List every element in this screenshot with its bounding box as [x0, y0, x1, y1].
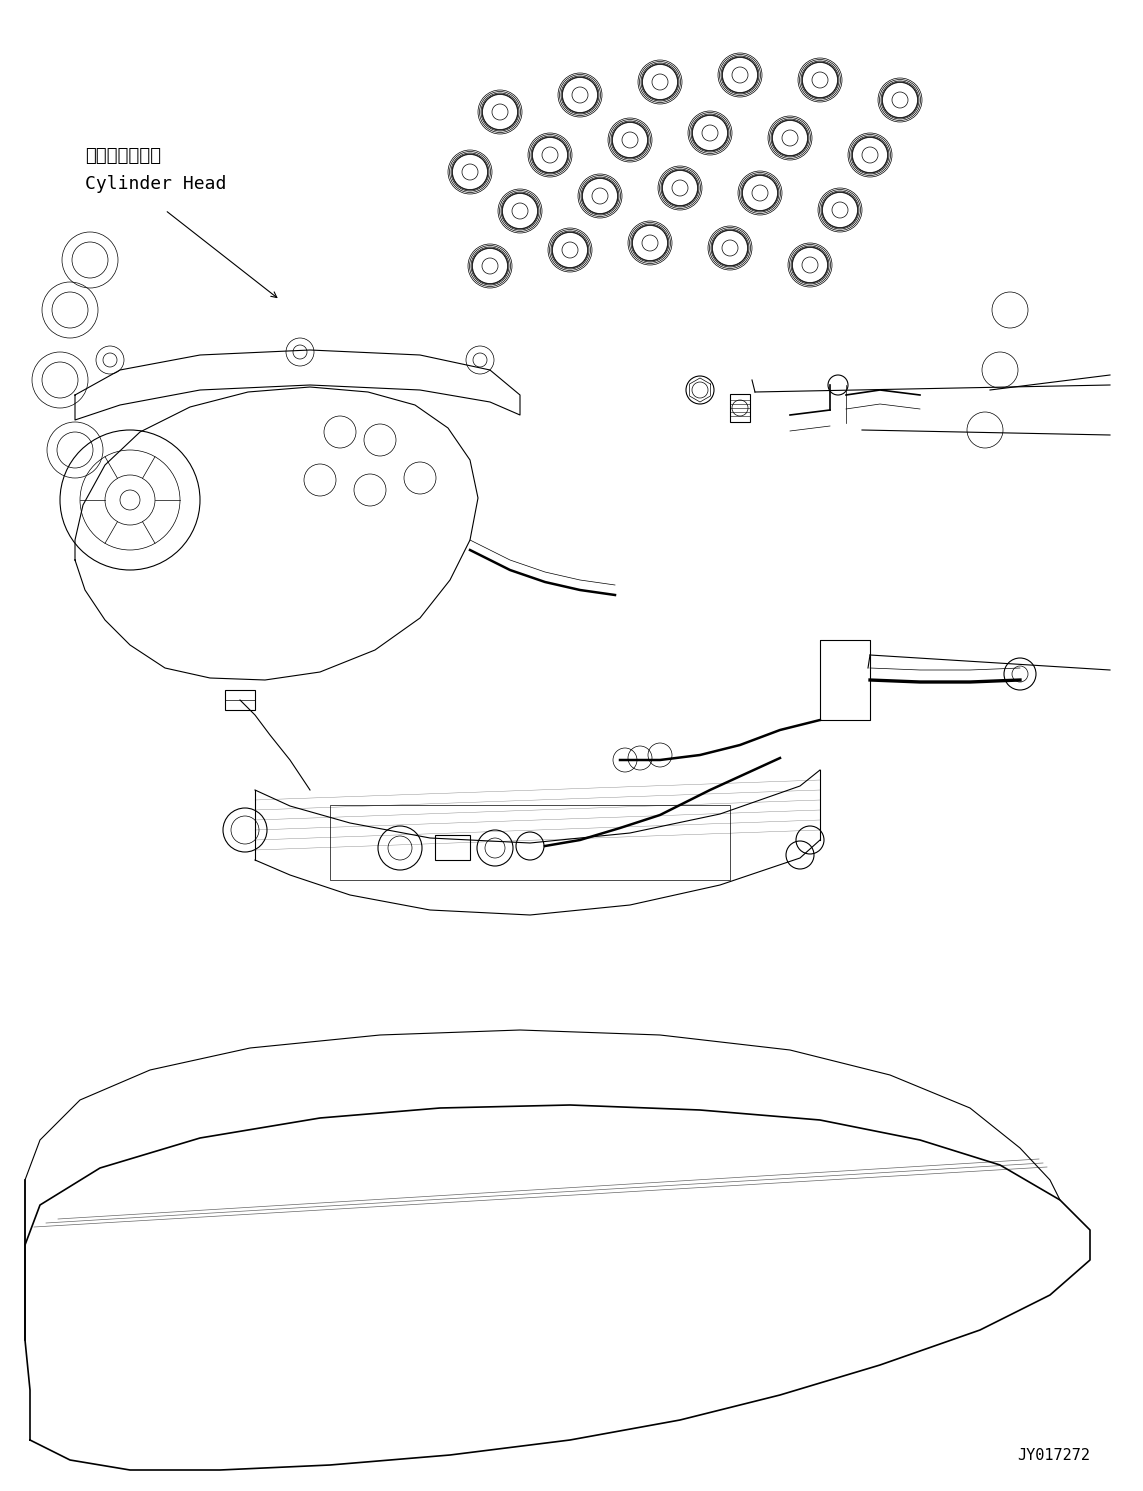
Text: シリンダヘッド: シリンダヘッド — [85, 148, 161, 166]
Text: Cylinder Head: Cylinder Head — [85, 174, 226, 192]
Text: JY017272: JY017272 — [1017, 1448, 1090, 1463]
